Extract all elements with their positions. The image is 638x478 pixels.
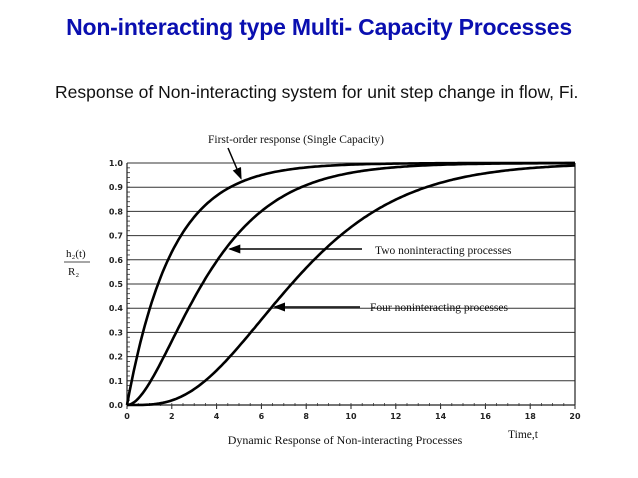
y-tick-label: 0.6 bbox=[109, 256, 124, 265]
chart-title: Dynamic Response of Non-interacting Proc… bbox=[228, 433, 463, 447]
y-tick-label: 0.8 bbox=[109, 207, 124, 216]
four-process-curve bbox=[127, 164, 576, 407]
slide-subtitle: Response of Non-interacting system for u… bbox=[55, 82, 579, 102]
x-tick-label: 20 bbox=[569, 412, 581, 421]
x-tick-label: 2 bbox=[169, 412, 175, 421]
x-tick-label: 10 bbox=[345, 412, 357, 421]
annotation-two-process: Two noninteracting processes bbox=[375, 245, 512, 257]
x-tick-label: 18 bbox=[525, 412, 537, 421]
annotation-four-process: Four noninteracting processes bbox=[370, 302, 508, 314]
x-tick-label: 16 bbox=[480, 412, 492, 421]
x-tick-label: 8 bbox=[303, 412, 309, 421]
two-process-curve bbox=[126, 161, 575, 407]
y-tick-label: 0.1 bbox=[109, 377, 124, 386]
x-tick-label: 4 bbox=[214, 412, 220, 421]
x-tick-label: 12 bbox=[390, 412, 401, 421]
y-tick-label: 0.9 bbox=[109, 183, 124, 192]
slide-title: Non-interacting type Multi- Capacity Pro… bbox=[66, 14, 572, 40]
x-tick-label: 0 bbox=[124, 412, 130, 421]
y-tick-label: 0.7 bbox=[109, 232, 123, 241]
arrow-first-order bbox=[227, 147, 242, 180]
y-tick-label: 0.0 bbox=[109, 401, 124, 410]
y-tick-label: 0.4 bbox=[109, 304, 124, 313]
y-tick-label: 0.5 bbox=[109, 280, 124, 289]
x-axis-label: Time,t bbox=[508, 429, 539, 441]
y-tick-label: 1.0 bbox=[109, 159, 124, 168]
y-axis-label-denominator: R₂ bbox=[68, 266, 79, 278]
x-tick-label: 14 bbox=[435, 412, 447, 421]
x-tick-label: 6 bbox=[259, 412, 265, 421]
y-tick-label: 0.2 bbox=[109, 353, 123, 362]
annotation-first-order: First-order response (Single Capacity) bbox=[208, 134, 384, 146]
y-axis-label-numerator: h₂(t) bbox=[66, 248, 86, 260]
y-tick-label: 0.3 bbox=[109, 328, 123, 337]
